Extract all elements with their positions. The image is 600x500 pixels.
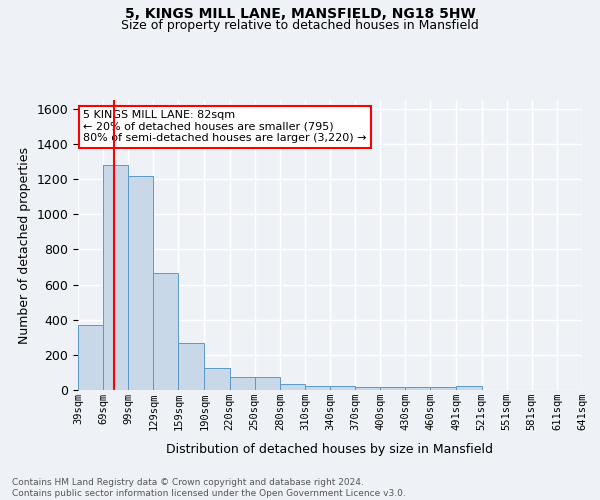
Text: Contains HM Land Registry data © Crown copyright and database right 2024.
Contai: Contains HM Land Registry data © Crown c… [12,478,406,498]
Bar [205,368,230,390]
Bar [178,344,205,390]
Y-axis label: Number of detached properties: Number of detached properties [18,146,31,344]
Text: Size of property relative to detached houses in Mansfield: Size of property relative to detached ho… [121,19,479,32]
Text: 5 KINGS MILL LANE: 82sqm
← 20% of detached houses are smaller (795)
80% of semi-: 5 KINGS MILL LANE: 82sqm ← 20% of detach… [83,110,367,144]
Bar [154,273,178,390]
Bar [78,325,103,390]
Bar [128,176,154,390]
Bar [103,165,128,390]
Bar [406,388,430,390]
Text: 5, KINGS MILL LANE, MANSFIELD, NG18 5HW: 5, KINGS MILL LANE, MANSFIELD, NG18 5HW [125,8,475,22]
Bar [457,386,482,390]
Bar [380,388,406,390]
Bar [355,387,380,390]
Bar [254,377,280,390]
Bar [280,384,305,390]
Text: Distribution of detached houses by size in Mansfield: Distribution of detached houses by size … [167,442,493,456]
Bar [330,386,355,390]
Bar [430,388,457,390]
Bar [230,377,254,390]
Bar [305,386,330,390]
